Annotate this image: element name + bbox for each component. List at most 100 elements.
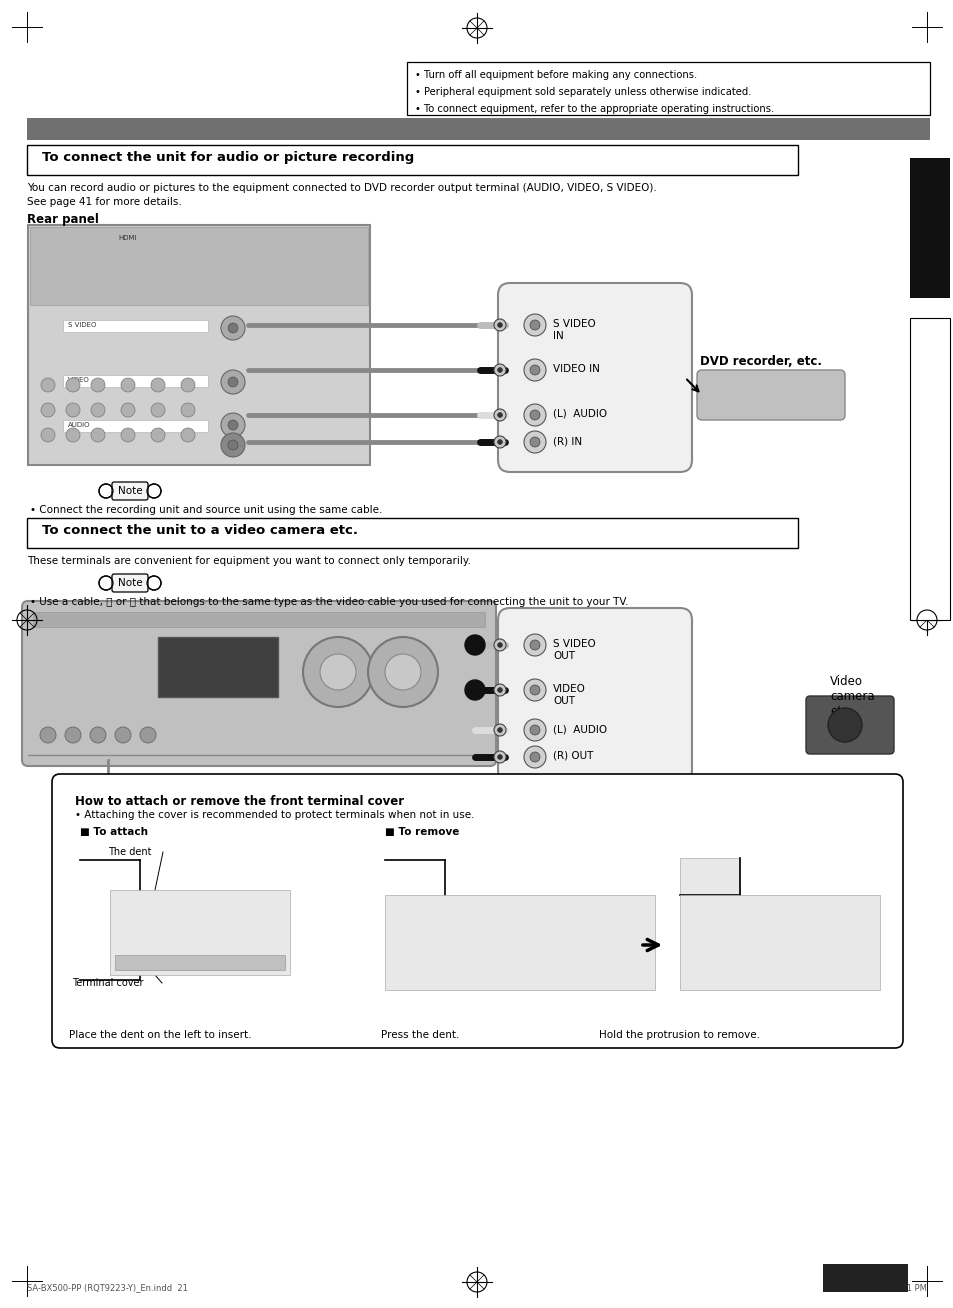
Circle shape [221, 413, 245, 437]
Bar [27, 118, 929, 140]
Text: To connect the unit for audio or picture recording: To connect the unit for audio or picture… [42, 150, 414, 164]
Text: A: A [471, 640, 478, 650]
Circle shape [121, 378, 135, 392]
Text: See page 41 for more details.: See page 41 for more details. [27, 198, 182, 207]
Circle shape [530, 725, 539, 735]
Text: Video
camera
etc.: Video camera etc. [829, 675, 874, 718]
Circle shape [228, 439, 237, 450]
Circle shape [41, 403, 55, 417]
Bar [27, 145, 797, 175]
Text: Place the dent on the left to insert.: Place the dent on the left to insert. [69, 1029, 251, 1040]
Circle shape [523, 358, 545, 381]
Circle shape [115, 727, 131, 743]
Text: Rear panel: Rear panel [27, 213, 99, 226]
Text: • Connect the recording unit and source unit using the same cable.: • Connect the recording unit and source … [30, 505, 382, 515]
Text: SA-BX500-PP (RQT9223-Y)_En.indd  21: SA-BX500-PP (RQT9223-Y)_En.indd 21 [27, 1283, 188, 1292]
FancyBboxPatch shape [52, 774, 902, 1048]
Bar [679, 858, 740, 895]
Circle shape [494, 751, 505, 763]
Text: VIDEO
OUT: VIDEO OUT [553, 684, 585, 705]
Circle shape [140, 727, 156, 743]
Circle shape [181, 403, 194, 417]
Circle shape [66, 403, 80, 417]
Circle shape [523, 432, 545, 453]
Circle shape [530, 409, 539, 420]
Circle shape [91, 403, 105, 417]
Circle shape [494, 684, 505, 696]
Circle shape [497, 755, 502, 760]
Circle shape [523, 719, 545, 742]
Text: • To connect equipment, refer to the appropriate operating instructions.: • To connect equipment, refer to the app… [415, 105, 774, 114]
Circle shape [494, 364, 505, 375]
Text: S VIDEO
OUT: S VIDEO OUT [553, 640, 595, 661]
Circle shape [494, 319, 505, 331]
Bar [110, 889, 290, 974]
FancyBboxPatch shape [497, 283, 691, 472]
Text: Note: Note [117, 487, 142, 496]
Text: • Use a cable, ⒨ or ⒮ that belongs to the same type as the video cable you used : • Use a cable, ⒨ or ⒮ that belongs to th… [30, 596, 628, 607]
Circle shape [497, 642, 502, 647]
Bar [28, 225, 370, 466]
Bar [385, 895, 655, 990]
Bar [63, 375, 208, 387]
Bar [33, 612, 484, 627]
Bar [63, 420, 208, 432]
Text: (R) IN: (R) IN [553, 436, 581, 446]
Circle shape [530, 752, 539, 763]
Bar [407, 61, 929, 115]
Text: S VIDEO: S VIDEO [68, 322, 96, 328]
Circle shape [221, 317, 245, 340]
Circle shape [497, 412, 502, 417]
FancyBboxPatch shape [697, 370, 844, 420]
Text: RQT9223: RQT9223 [847, 1286, 882, 1295]
Bar [822, 1264, 907, 1292]
FancyBboxPatch shape [497, 608, 691, 782]
Circle shape [530, 320, 539, 330]
Bar [909, 158, 949, 298]
Circle shape [319, 654, 355, 691]
Text: AUDIO: AUDIO [68, 422, 91, 428]
Bar [679, 895, 879, 990]
Circle shape [497, 439, 502, 445]
Circle shape [494, 725, 505, 736]
Text: • Peripheral equipment sold separately unless otherwise indicated.: • Peripheral equipment sold separately u… [415, 88, 751, 97]
Circle shape [121, 428, 135, 442]
Text: (R) OUT: (R) OUT [553, 751, 593, 761]
Text: Preparations: Preparations [924, 187, 934, 268]
Text: 21: 21 [853, 1269, 876, 1287]
Circle shape [221, 433, 245, 456]
Circle shape [65, 727, 81, 743]
Circle shape [494, 640, 505, 651]
FancyBboxPatch shape [112, 574, 148, 593]
Circle shape [66, 378, 80, 392]
Text: ■ To remove: ■ To remove [385, 827, 459, 837]
Text: To connect the unit to a video camera etc.: To connect the unit to a video camera et… [42, 525, 357, 538]
Text: How to attach or remove the front terminal cover: How to attach or remove the front termin… [75, 795, 404, 808]
Circle shape [151, 428, 165, 442]
Circle shape [228, 323, 237, 334]
Circle shape [181, 428, 194, 442]
Text: • Attaching the cover is recommended to protect terminals when not in use.: • Attaching the cover is recommended to … [75, 810, 474, 820]
Circle shape [523, 679, 545, 701]
Circle shape [121, 403, 135, 417]
Text: S VIDEO
IN: S VIDEO IN [553, 319, 595, 340]
Circle shape [91, 428, 105, 442]
Text: The dent: The dent [108, 848, 152, 857]
Circle shape [827, 708, 862, 742]
Text: 6/27/2008  4:05:41 PM: 6/27/2008 4:05:41 PM [831, 1283, 926, 1292]
Text: Connections: Connections [923, 421, 936, 517]
Circle shape [41, 378, 55, 392]
Circle shape [40, 727, 56, 743]
Circle shape [90, 727, 106, 743]
FancyBboxPatch shape [805, 696, 893, 753]
Circle shape [523, 634, 545, 657]
FancyBboxPatch shape [22, 600, 496, 766]
Bar [30, 228, 368, 305]
Circle shape [221, 370, 245, 394]
Circle shape [464, 634, 484, 655]
Text: • Turn off all equipment before making any connections.: • Turn off all equipment before making a… [415, 71, 697, 80]
Circle shape [523, 404, 545, 426]
Bar [158, 637, 277, 697]
Text: B: B [471, 685, 478, 695]
Text: VIDEO: VIDEO [68, 377, 90, 383]
